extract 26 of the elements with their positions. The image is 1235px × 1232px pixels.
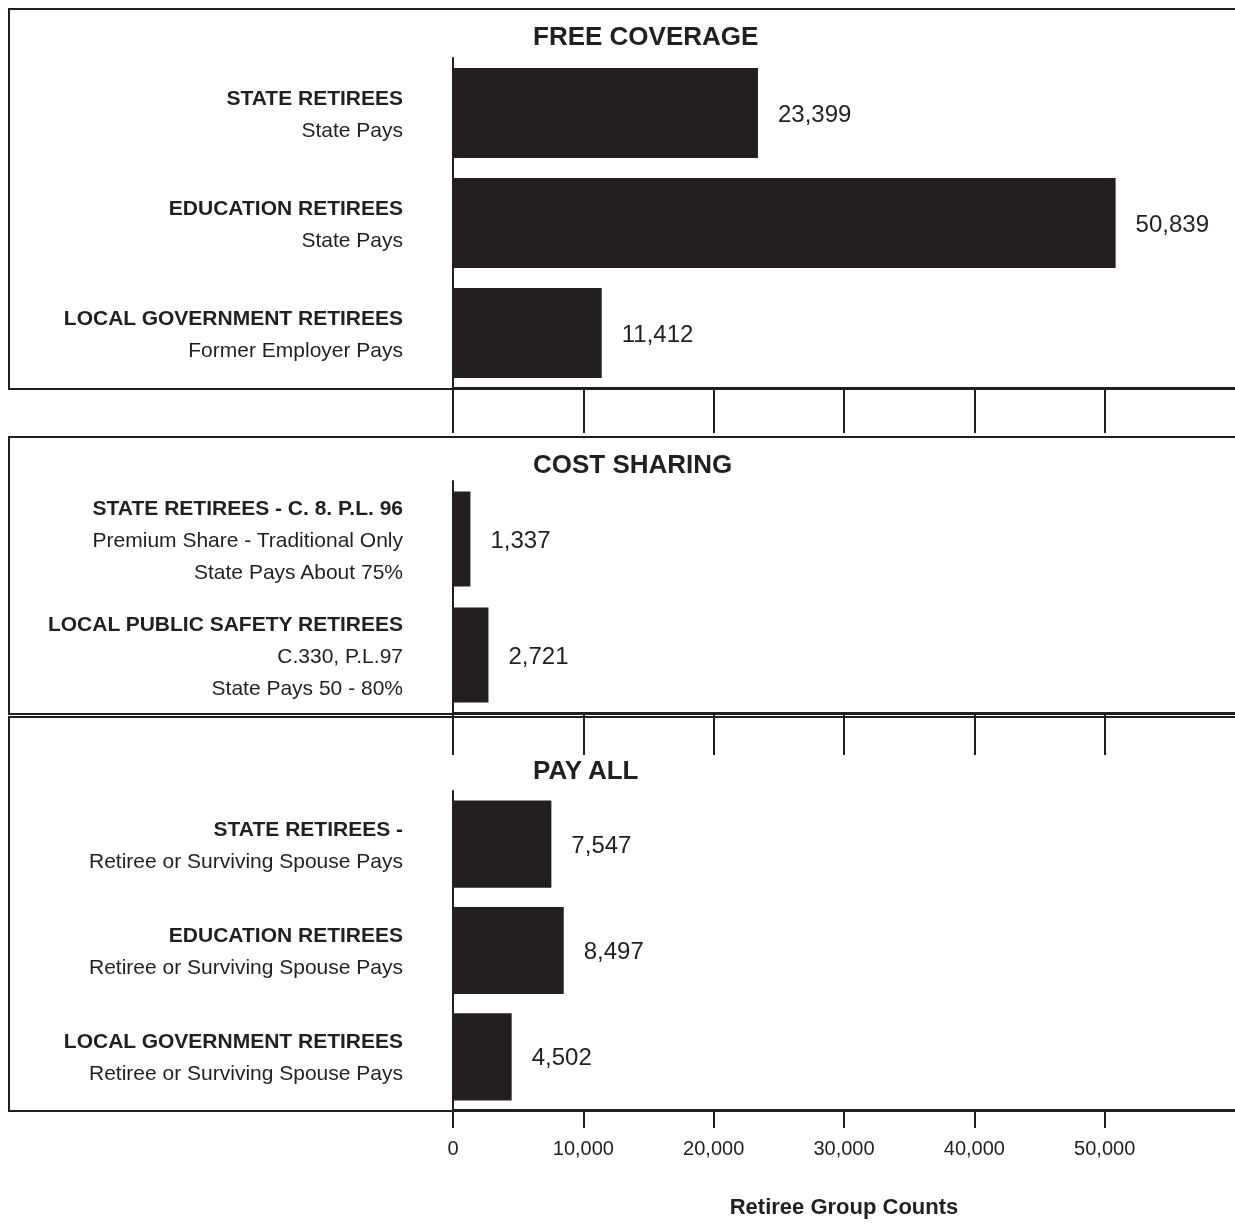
y-tick-label: LOCAL GOVERNMENT RETIREES Former Employer Pays [63,305,403,361]
y-tick-label: STATE RETIREES State Pays [226,85,403,141]
y-tick-label: EDUCATION RETIREES State Pays [168,195,403,251]
data-label: 7,547 [571,830,632,858]
x-tick-label: 50,000 [1074,1137,1136,1159]
y-tick-label: LOCAL PUBLIC SAFETY RETIREES C.330, P.L.97 State Pays 50 - 80% [47,611,403,699]
x-tick-label: 0 [447,1137,459,1159]
data-label: 4,502 [531,1043,592,1071]
data-label: 1,337 [490,525,551,553]
y-tick-label: LOCAL GOVERNMENT RETIREES Retiree or Surviving Spouse Pays [63,1029,403,1085]
x-tick-label: 30,000 [813,1137,875,1159]
chart-title: PAY ALL [533,755,639,785]
x-tick-label: 10,000 [552,1137,614,1159]
chart-title: FREE COVERAGE [533,21,759,51]
x-tick-label: 40,000 [943,1137,1005,1159]
data-label: 2,721 [508,641,569,669]
x-axis-title: Retiree Group Counts [729,1193,959,1219]
y-tick-label: STATE RETIREES - C. 8. P.L. 96 Premium Share - Traditional Only State Pays About 75% [92,495,404,583]
y-tick-label: STATE RETIREES - Retiree or Surviving Spouse Pays [89,816,403,872]
data-label: 11,412 [621,319,694,347]
data-label: 23,399 [777,99,852,127]
data-label: 8,497 [583,937,644,964]
data-label: 50,839 [1135,209,1210,237]
chart-title: COST SHARING [533,449,733,479]
y-tick-label: EDUCATION RETIREES Retiree or Surviving Spouse Pays [89,923,403,978]
x-tick-label: 20,000 [683,1137,745,1159]
